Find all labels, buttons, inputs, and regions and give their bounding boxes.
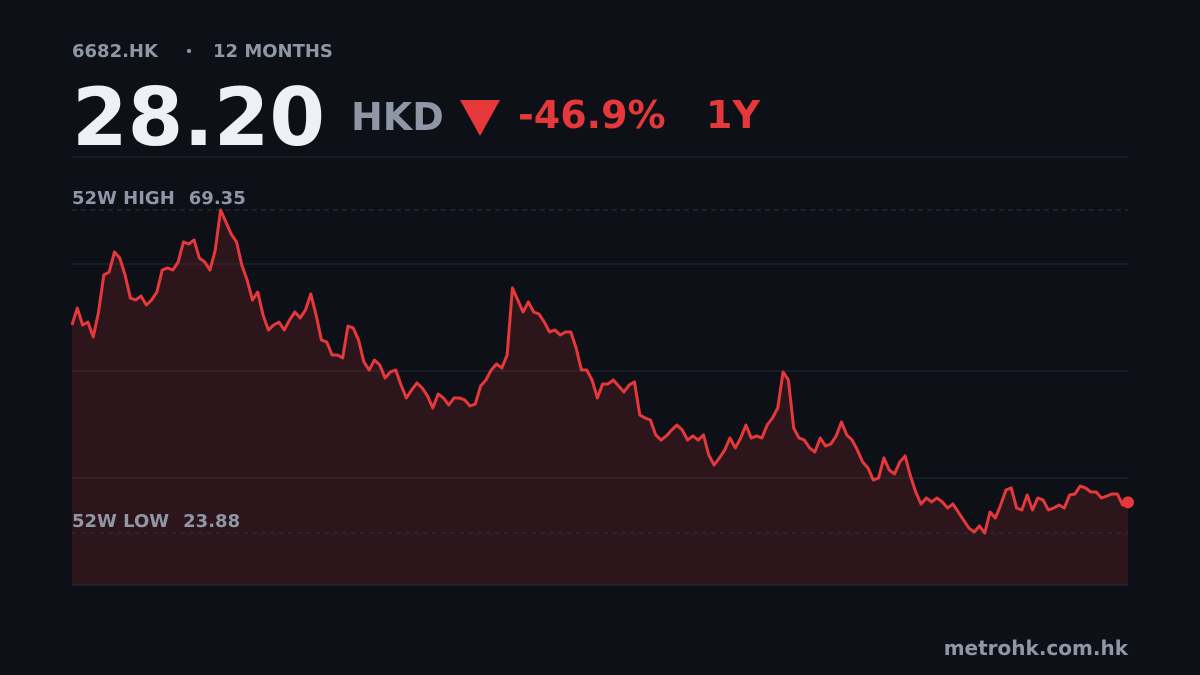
reference-label: 52W LOW 23.88 [72,511,240,532]
price-line [70,208,1129,535]
reference-name: 52W LOW [72,511,169,532]
range: 1Y [706,93,760,137]
separator-dot [187,49,191,53]
ticker: 6682.HK [72,41,159,62]
reference-label: 52W HIGH 69.35 [72,188,246,209]
plot: 52W HIGH 69.35 52W LOW 23.88 [70,156,1134,586]
reference-value: 23.88 [183,511,240,532]
reference-value: 69.35 [189,188,246,209]
price: 28.20 [72,71,325,164]
period: 12 MONTHS [213,41,333,62]
footer: metrohk.com.hk [944,636,1129,660]
last-point [1122,496,1134,509]
change: -46.9% [518,93,666,137]
area [72,209,1128,586]
reference-name: 52W HIGH [72,188,175,209]
down-arrow [460,100,500,136]
currency: HKD [351,95,444,139]
